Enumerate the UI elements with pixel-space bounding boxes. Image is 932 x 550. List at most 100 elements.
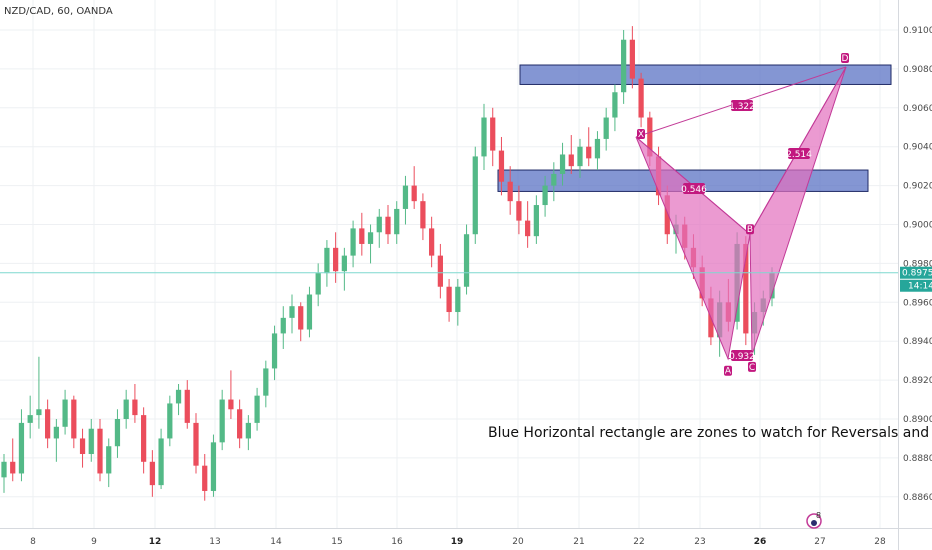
candle-body xyxy=(333,247,339,272)
candle-body xyxy=(228,399,234,410)
x-tick-label: 8 xyxy=(30,537,36,547)
candle-body xyxy=(245,422,251,439)
candle-body xyxy=(603,117,609,139)
candle-body xyxy=(158,438,164,486)
candle-body xyxy=(271,333,278,369)
candle-body xyxy=(106,446,112,474)
x-tick-label: 13 xyxy=(209,537,220,547)
candle-body xyxy=(114,419,121,447)
candle-body xyxy=(542,185,548,206)
candle-body xyxy=(324,247,330,274)
logo-badge: 8 xyxy=(816,511,821,520)
grid xyxy=(0,0,898,528)
candle-body xyxy=(315,273,321,295)
pattern-point-badge xyxy=(724,365,732,376)
x-tick-label: 27 xyxy=(814,537,825,547)
x-tick-label: 20 xyxy=(512,537,524,547)
pattern-ratio-label: 1.322 xyxy=(729,102,755,112)
candle-body xyxy=(516,201,522,221)
candle-body xyxy=(97,428,103,474)
candle-body xyxy=(481,117,487,157)
candle-body xyxy=(350,228,356,256)
candle-body xyxy=(53,426,59,439)
x-tick-label: 14 xyxy=(270,537,282,547)
candle-body xyxy=(10,461,16,474)
price-tag: 0.89752 14:14 xyxy=(900,266,932,292)
x-tick-label: 28 xyxy=(874,537,886,547)
candle-body xyxy=(586,146,592,159)
candle-body xyxy=(612,92,618,118)
candle-body xyxy=(551,173,557,186)
symbol-title: NZD/CAD, 60, OANDA xyxy=(4,6,113,17)
annotation-note: Blue Horizontal rectangle are zones to w… xyxy=(488,425,932,441)
x-tick-label: 19 xyxy=(451,537,464,547)
pattern-ratio-badge xyxy=(683,183,705,194)
candle-body xyxy=(254,395,260,423)
candle-body xyxy=(498,150,505,182)
time-axis[interactable]: 8 9 12 13 14 15 16 19 20 21 22 23 26 27 28 xyxy=(0,528,932,548)
pattern-point-label: B xyxy=(747,225,753,235)
tradingview-logo-icon[interactable]: 8 xyxy=(806,511,822,529)
candle-body xyxy=(411,185,417,202)
candle-body xyxy=(420,201,426,229)
pattern-point-badge xyxy=(748,361,756,372)
x-tick-label: 22 xyxy=(633,537,644,547)
pattern-ratio-badge xyxy=(788,148,810,159)
candle-body xyxy=(27,415,33,423)
candle-body xyxy=(743,243,749,334)
candle-body xyxy=(123,399,129,419)
candle-body xyxy=(193,422,199,466)
pattern-ratio-label: 0.546 xyxy=(681,185,707,195)
candle-body xyxy=(568,154,574,167)
x-tick-label: 26 xyxy=(754,537,767,547)
harmonic-pattern[interactable]: X A B C D 0.546 0.932 2.514 1.322 xyxy=(635,52,849,377)
candle-body xyxy=(341,255,347,272)
candle-body xyxy=(306,294,313,330)
candle-body xyxy=(132,399,138,416)
candle-body xyxy=(237,409,243,439)
candle-body xyxy=(71,399,77,439)
candle-body xyxy=(455,286,461,313)
x-tick-label: 16 xyxy=(391,537,403,547)
candle-body xyxy=(594,138,601,159)
candle-body xyxy=(472,156,478,235)
candle-body xyxy=(385,216,391,235)
candle-body xyxy=(36,409,42,416)
candle-body xyxy=(298,306,304,330)
candle-body xyxy=(167,403,173,439)
candle-body xyxy=(359,228,365,244)
candle-body xyxy=(18,422,25,474)
candle-body xyxy=(638,78,644,118)
pattern-point-badge xyxy=(637,128,645,139)
candle-body xyxy=(490,117,496,151)
x-tick-label: 9 xyxy=(91,537,97,547)
pattern-point-badge xyxy=(746,224,754,235)
pattern-ratio-label: 0.932 xyxy=(729,352,755,362)
candle-body xyxy=(446,286,452,313)
candle-body xyxy=(533,205,539,237)
sell-zone-rectangle[interactable] xyxy=(519,64,892,85)
candle-body xyxy=(429,228,435,256)
countdown-label: 14:14 xyxy=(908,282,932,292)
candle-body xyxy=(184,389,190,423)
candle-body xyxy=(219,399,225,443)
pattern-point-label: A xyxy=(725,367,732,377)
x-tick-label: 23 xyxy=(694,537,705,547)
candle-body xyxy=(463,234,470,287)
candle-body xyxy=(367,232,374,244)
supply-zones[interactable] xyxy=(497,64,892,192)
pattern-ratio-badge xyxy=(731,350,753,361)
candle-body xyxy=(149,461,155,486)
candle-body xyxy=(394,208,400,235)
